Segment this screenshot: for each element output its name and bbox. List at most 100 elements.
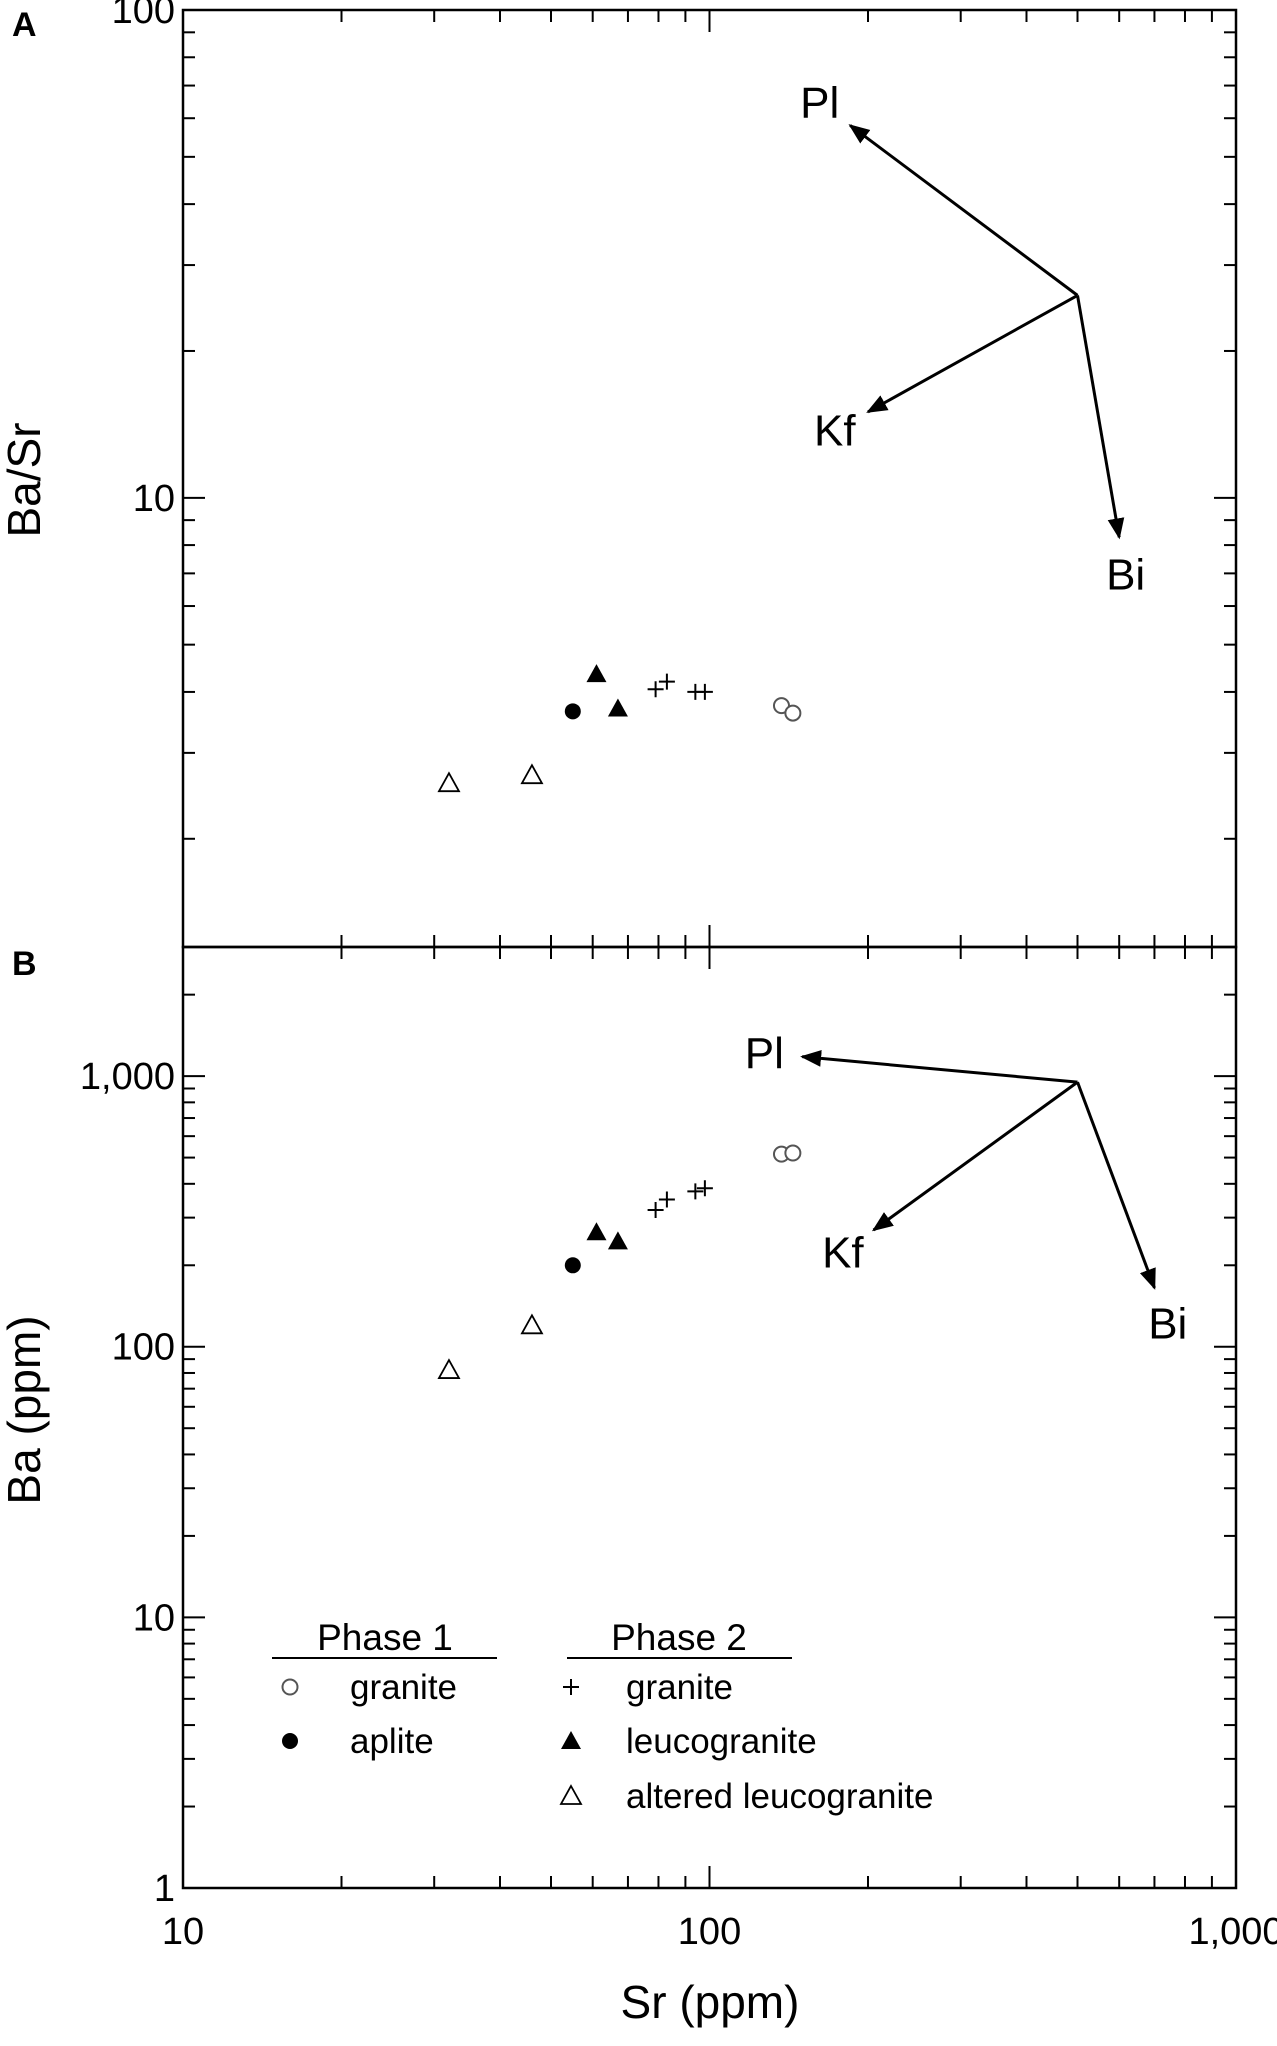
data-point-phase-2-leucogranite-shape — [607, 1231, 628, 1250]
data-point-phase-2-altered-leucogranite-shape — [437, 771, 461, 793]
legend-marker-granite-phase-2-symbol-shape — [563, 1679, 579, 1695]
data-point-phase-2-granite — [696, 1180, 713, 1197]
vector-label-bi: Bi — [1106, 551, 1145, 600]
y-tick-label: 100 — [112, 1327, 175, 1369]
y-tick-label: 1 — [154, 1868, 175, 1910]
panel-b-ticks — [182, 946, 1237, 1889]
legend-label-leucogranite: leucogranite — [626, 1722, 817, 1761]
panel-b-x-axis-label: Sr (ppm) — [621, 1976, 800, 2028]
legend-label-granite-phase-2: granite — [626, 1668, 733, 1707]
data-point-phase-2-granite-shape — [696, 683, 713, 700]
x-tick-label: 100 — [678, 1911, 741, 1953]
legend-marker-aplite — [282, 1733, 298, 1749]
legend-marker-altered-leucogranite-symbol — [559, 1784, 583, 1805]
legend-title-phase-2: Phase 2 — [611, 1617, 747, 1658]
legend-marker-altered-leucogranite-symbol-shape — [559, 1784, 583, 1805]
vector-arrow-pl — [848, 124, 1079, 297]
data-point-phase-2-leucogranite — [586, 1222, 607, 1241]
vector-label-kf: Kf — [814, 406, 856, 455]
data-point-phase-2-leucogranite — [586, 664, 607, 683]
data-point-phase-1-granite-shape — [784, 1144, 802, 1162]
y-tick-label: 100 — [112, 0, 175, 32]
legend-marker-leucogranite-symbol — [561, 1731, 581, 1749]
legend-label-granite-phase-1: granite — [350, 1668, 457, 1707]
data-point-phase-2-granite-shape — [696, 1180, 713, 1197]
legend-marker-granite-phase-1-symbol-shape — [281, 1678, 299, 1696]
data-point-phase-2-leucogranite-shape — [607, 698, 628, 717]
x-tick-label: 1,000 — [1188, 1911, 1277, 1953]
legend-title-phase-1: Phase 1 — [317, 1617, 453, 1658]
data-point-phase-2-granite — [658, 1191, 675, 1208]
data-point-phase-2-leucogranite-shape — [586, 1222, 607, 1241]
legend-label-altered-leucogranite: altered leucogranite — [626, 1777, 933, 1816]
data-point-phase-2-altered-leucogranite — [437, 1358, 461, 1379]
legend-marker-altered-leucogranite — [559, 1784, 583, 1805]
vector-label-pl: Pl — [745, 1029, 784, 1078]
vector-arrow-pl — [800, 1050, 1078, 1084]
data-point-phase-2-granite-shape — [647, 1202, 664, 1219]
data-point-phase-2-granite-shape — [658, 673, 675, 690]
vector-label-pl: Pl — [800, 79, 839, 128]
vector-arrow-bi — [1076, 295, 1125, 540]
data-point-phase-2-altered-leucogranite — [520, 1313, 544, 1335]
y-tick-label: 1,000 — [80, 1056, 175, 1098]
panel-a-label: A — [12, 6, 37, 44]
data-point-phase-1-aplite — [564, 703, 581, 720]
data-point-phase-2-altered-leucogranite-shape — [520, 763, 544, 785]
data-point-phase-1-aplite-shape — [564, 703, 581, 720]
data-point-phase-2-leucogranite — [607, 698, 628, 717]
y-tick-label: 10 — [133, 1597, 175, 1639]
data-point-phase-1-granite-shape — [784, 704, 802, 722]
panel-a-y-axis-label: Ba/Sr — [0, 422, 50, 537]
panel-b-y-axis-label: Ba (ppm) — [0, 1315, 50, 1504]
panel-a-y-tick-labels: 10 100 — [112, 0, 175, 520]
panel-b-vectors: Pl Kf Bi — [745, 1029, 1188, 1348]
panel-b-points — [437, 1144, 802, 1379]
data-point-phase-1-granite — [784, 704, 802, 722]
data-point-phase-2-granite — [647, 1202, 664, 1219]
data-point-phase-1-granite — [784, 1144, 802, 1162]
legend: Phase 1 Phase 2 granite aplite granite l… — [272, 1617, 933, 1816]
data-point-phase-1-aplite-shape — [564, 1257, 581, 1274]
data-point-phase-2-granite-shape — [687, 1183, 704, 1200]
panel-b-x-tick-labels: 10 100 1,000 — [162, 1911, 1277, 1953]
data-point-phase-1-aplite — [564, 1257, 581, 1274]
panel-b-y-tick-labels: 1 10 100 1,000 — [80, 1056, 175, 1910]
data-point-phase-2-granite — [658, 673, 675, 690]
legend-marker-leucogranite — [561, 1731, 581, 1749]
legend-marker-aplite-symbol — [282, 1733, 298, 1749]
panel-a-ticks — [182, 9, 1237, 947]
legend-marker-leucogranite-symbol-shape — [561, 1731, 581, 1749]
panel-a: A 10 100 Ba/Sr Pl Kf Bi — [0, 0, 1238, 949]
data-point-phase-2-altered-leucogranite — [520, 763, 544, 785]
legend-marker-granite-phase-1-symbol — [281, 1678, 299, 1696]
data-point-phase-2-altered-leucogranite — [437, 771, 461, 793]
legend-marker-granite-phase-2-symbol — [563, 1679, 579, 1695]
data-point-phase-2-granite-shape — [647, 681, 664, 698]
panel-b-label: B — [12, 945, 37, 983]
data-point-phase-2-granite — [696, 683, 713, 700]
data-point-phase-2-leucogranite-shape — [586, 664, 607, 683]
vector-label-kf: Kf — [822, 1228, 864, 1277]
x-tick-label: 10 — [162, 1911, 204, 1953]
legend-marker-granite-phase-1 — [281, 1678, 299, 1696]
data-point-phase-2-leucogranite — [607, 1231, 628, 1250]
data-point-phase-2-altered-leucogranite-shape — [520, 1313, 544, 1335]
data-point-phase-2-granite — [647, 681, 664, 698]
data-point-phase-2-granite — [687, 1183, 704, 1200]
legend-marker-aplite-symbol-shape — [282, 1733, 298, 1749]
vector-label-bi: Bi — [1148, 1299, 1187, 1348]
panel-a-points — [437, 664, 802, 793]
vector-arrow-bi — [1076, 1081, 1156, 1290]
data-point-phase-2-granite-shape — [658, 1191, 675, 1208]
legend-marker-granite-phase-2 — [563, 1679, 579, 1695]
panel-a-frame — [181, 8, 1238, 949]
vector-arrow-kf — [871, 1080, 1079, 1232]
vector-arrow-kf — [866, 294, 1079, 414]
y-tick-label: 10 — [133, 478, 175, 520]
data-point-phase-2-altered-leucogranite-shape — [437, 1358, 461, 1379]
legend-label-aplite: aplite — [350, 1722, 434, 1761]
panel-a-vectors: Pl Kf Bi — [800, 79, 1145, 600]
